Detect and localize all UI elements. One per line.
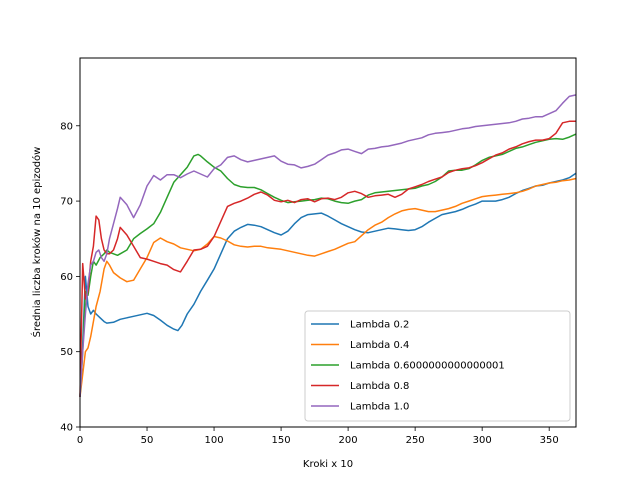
legend-box xyxy=(304,310,571,422)
y-tick-label: 60 xyxy=(60,272,73,283)
x-axis-label: Kroki x 10 xyxy=(303,459,353,470)
legend-label-2: Lambda 0.4 xyxy=(350,340,409,351)
x-tick-label: 100 xyxy=(205,435,224,446)
x-tick-label: 200 xyxy=(339,435,358,446)
series-layer xyxy=(79,94,577,397)
y-tick-label: 80 xyxy=(60,121,73,132)
series-line-3 xyxy=(79,133,577,397)
legend-label-1: Lambda 0.2 xyxy=(350,320,409,331)
x-tick-label: 0 xyxy=(77,435,83,446)
series-line-1 xyxy=(79,172,577,397)
y-tick-label: 40 xyxy=(60,423,73,434)
y-tick-label: 50 xyxy=(60,347,73,358)
y-axis-label: Średnia liczba kroków na 10 epizodów xyxy=(30,147,43,338)
legend-label-3: Lambda 0.6000000000000001 xyxy=(350,361,505,372)
series-line-2 xyxy=(79,177,577,397)
legend-label-4: Lambda 0.8 xyxy=(350,381,409,392)
series-line-5 xyxy=(79,94,577,397)
x-tick-label: 150 xyxy=(272,435,291,446)
x-tick-label: 300 xyxy=(473,435,492,446)
x-tick-label: 250 xyxy=(406,435,425,446)
legend: Lambda 0.2 Lambda 0.4 Lambda 0.60000000000… xyxy=(304,310,571,422)
y-axis: 40 50 60 70 80 xyxy=(60,121,80,434)
y-tick-label: 70 xyxy=(60,197,73,208)
plot-frame xyxy=(79,57,577,428)
x-tick-label: 350 xyxy=(540,435,559,446)
x-tick-label: 50 xyxy=(141,435,154,446)
x-axis: 0 50 100 150 200 250 300 350 xyxy=(77,427,559,446)
series-line-4 xyxy=(79,120,576,397)
legend-label-5: Lambda 1.0 xyxy=(350,402,409,413)
